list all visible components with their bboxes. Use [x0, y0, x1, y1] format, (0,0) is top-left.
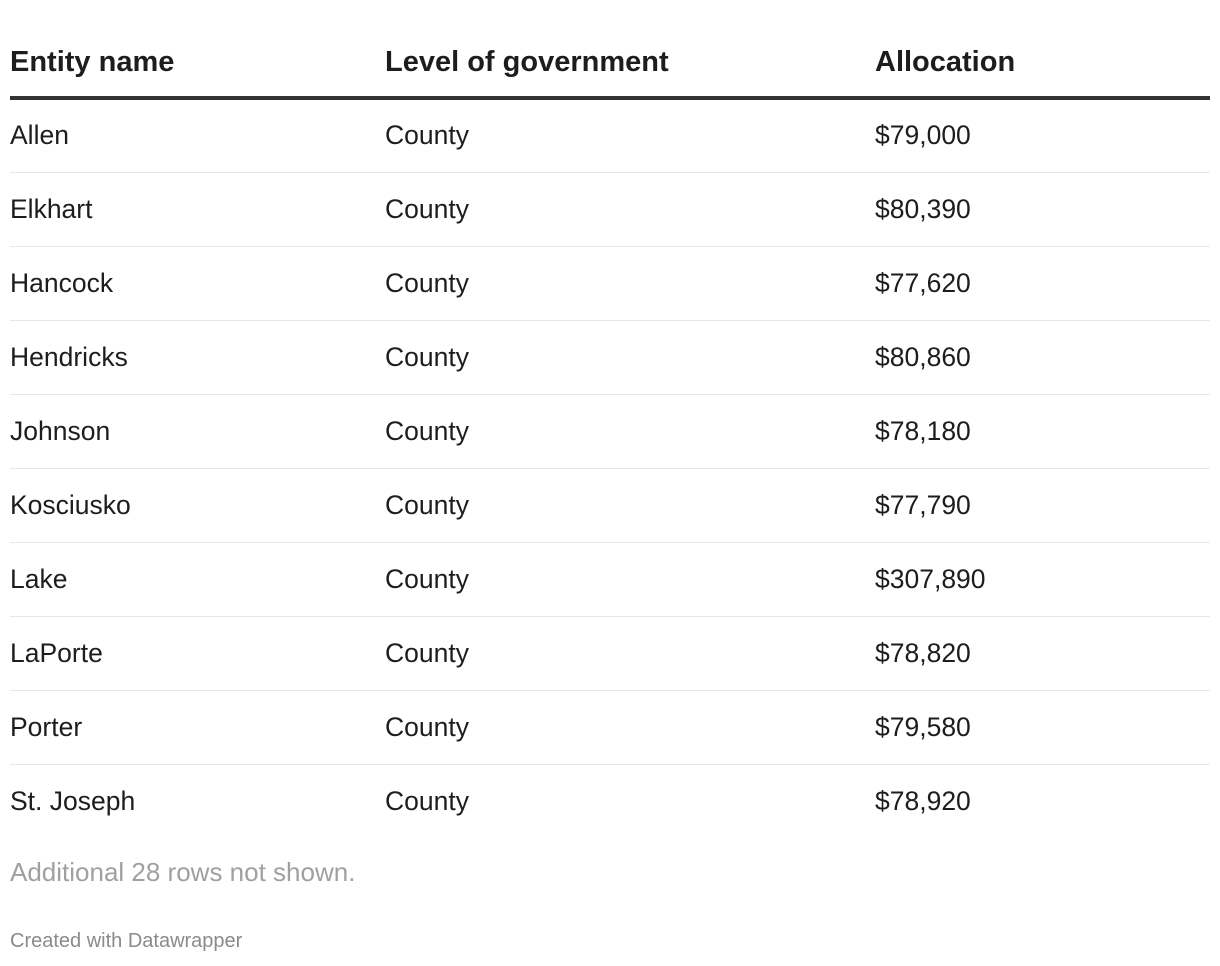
level-of-government-cell: County [385, 98, 875, 173]
level-of-government-cell: County [385, 785, 469, 816]
allocation-cell: $78,820 [875, 616, 1210, 691]
table-row: Kosciusko County $77,790 [10, 468, 1210, 543]
level-of-government-cell: County [385, 542, 875, 617]
rows-not-shown-note: Additional 28 rows not shown. [10, 857, 356, 887]
entity-name-cell: Elkhart [10, 172, 385, 247]
table-row: Lake County $307,890 [10, 542, 1210, 617]
entity-name-cell: Hancock [10, 246, 385, 321]
table-row: Porter County $79,580 [10, 690, 1210, 765]
entity-name-cell: Hendricks [10, 320, 385, 395]
allocation-cell: $80,860 [875, 320, 1210, 395]
allocation-cell: $79,580 [875, 690, 1210, 765]
allocation-cell: $77,790 [875, 468, 1210, 543]
column-header-entity-name[interactable]: Entity name [10, 0, 385, 100]
table-row: Hancock County $77,620 [10, 246, 1210, 321]
level-of-government-cell: County [385, 468, 875, 543]
table-row: Allen County $79,000 [10, 98, 1210, 173]
level-of-government-cell: County [385, 172, 875, 247]
entity-name-cell: Porter [10, 690, 385, 765]
column-header-allocation[interactable]: Allocation [875, 0, 1210, 100]
datawrapper-credit[interactable]: Created with Datawrapper [10, 930, 243, 952]
table-row: Elkhart County $80,390 [10, 172, 1210, 247]
table-body: Allen County $79,000 Elkhart County $80,390 Ha… [10, 98, 1210, 838]
allocation-cell: $78,180 [875, 394, 1210, 469]
column-header-level-of-government[interactable]: Level of government [385, 0, 875, 100]
allocation-cell: $77,620 [875, 246, 1210, 321]
data-table: Entity name Level of government Allocati… [10, 0, 1210, 838]
allocation-cell: $79,000 [875, 98, 1210, 173]
level-of-government-cell: County [385, 246, 875, 321]
entity-name-cell: Allen [10, 98, 385, 173]
table-row: Johnson County $78,180 [10, 394, 1210, 469]
level-of-government-cell: County [385, 616, 875, 691]
table-row: Hendricks County $80,860 [10, 320, 1210, 395]
entity-name-cell: Kosciusko [10, 468, 385, 543]
level-of-government-cell: County [385, 394, 875, 469]
entity-name-cell: Johnson [10, 394, 385, 469]
entity-name-cell: LaPorte [10, 616, 385, 691]
allocation-cell: $80,390 [875, 172, 1210, 247]
header-row: Entity name Level of government Allocati… [10, 0, 1210, 100]
table-row: LaPorte County $78,820 [10, 616, 1210, 691]
entity-name-cell: Lake [10, 542, 385, 617]
table-row: St. Joseph County $78,920 [10, 764, 1210, 838]
table-header: Entity name Level of government Allocati… [10, 0, 1210, 100]
allocation-cell: $307,890 [875, 542, 1210, 617]
level-of-government-cell: County [385, 320, 875, 395]
allocation-cell: $78,920 [875, 785, 971, 816]
entity-name-cell: St. Joseph [10, 785, 136, 816]
level-of-government-cell: County [385, 690, 875, 765]
data-table-container: Entity name Level of government Allocati… [10, 0, 1210, 838]
